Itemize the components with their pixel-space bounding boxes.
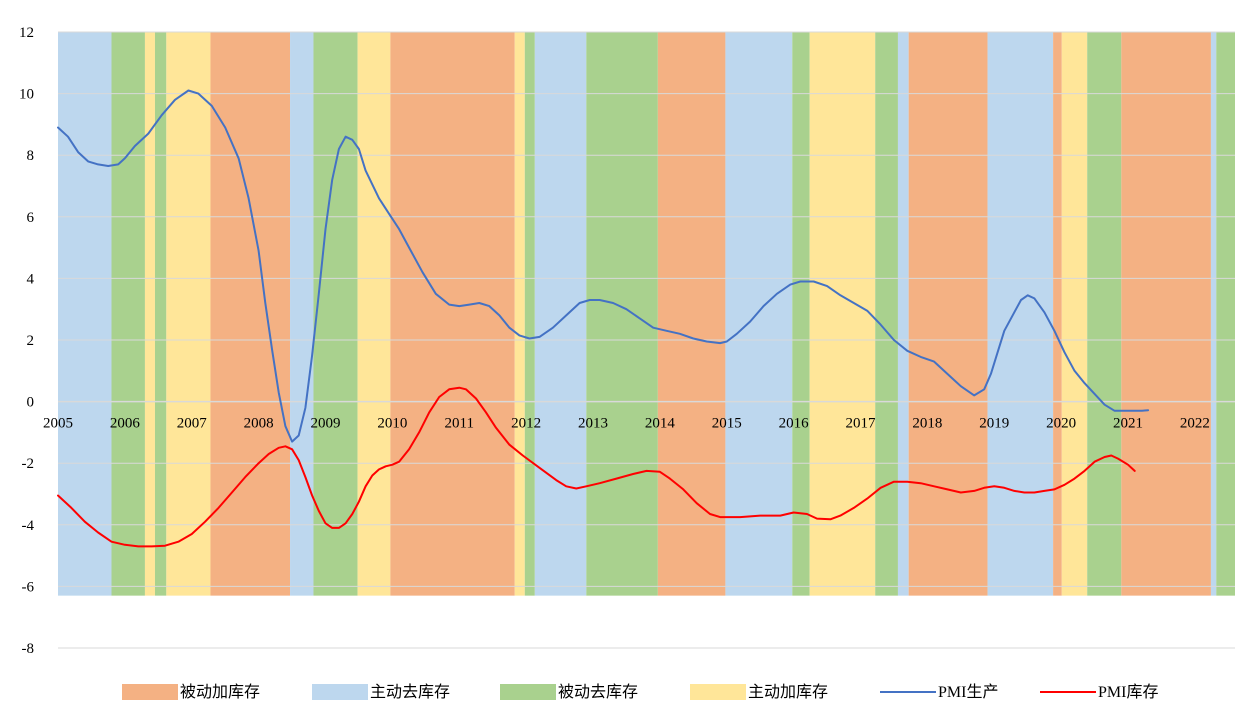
phase-band-passive-build-20 <box>908 32 988 596</box>
phase-band-passive-destock-3 <box>154 32 167 596</box>
x-tick-label-2010: 2010 <box>377 416 407 432</box>
x-tick-label-2019: 2019 <box>979 416 1009 432</box>
phase-band-passive-build-25 <box>1121 32 1211 596</box>
phase-band-passive-build-14 <box>657 32 726 596</box>
phase-band-passive-build-22 <box>1053 32 1062 596</box>
legend-active-build-label: 主动加库存 <box>748 683 828 701</box>
y-tick-label--2: -2 <box>22 456 35 472</box>
legend-active-destock-swatch <box>312 684 368 700</box>
phase-band-active-build-10 <box>514 32 525 596</box>
legend-pmi-inventory-label: PMI库存 <box>1098 683 1158 701</box>
x-tick-label-2012: 2012 <box>511 416 541 432</box>
series-lines <box>57 89 1150 548</box>
x-tick-label-2014: 2014 <box>645 416 676 432</box>
x-tick-label-2011: 2011 <box>445 416 474 432</box>
x-tick-label-2020: 2020 <box>1046 416 1076 432</box>
legend-active-build-swatch <box>690 684 746 700</box>
phase-band-passive-build-5 <box>210 32 291 596</box>
phase-band-active-build-4 <box>166 32 211 596</box>
x-tick-label-2017: 2017 <box>846 416 877 432</box>
phase-band-active-destock-6 <box>290 32 314 596</box>
phase-band-passive-destock-13 <box>586 32 658 596</box>
phase-band-active-destock-15 <box>725 32 793 596</box>
legend-pmi-production-label: PMI生产 <box>938 683 998 701</box>
x-tick-label-2016: 2016 <box>779 416 810 432</box>
x-tick-label-2008: 2008 <box>244 416 274 432</box>
phase-band-passive-destock-24 <box>1087 32 1122 596</box>
phase-band-active-destock-0 <box>58 32 112 596</box>
x-tick-label-2009: 2009 <box>311 416 341 432</box>
y-tick-label-2: 2 <box>27 333 35 349</box>
x-tick-label-2022: 2022 <box>1180 416 1210 432</box>
y-tick-label--8: -8 <box>22 641 35 657</box>
phase-band-active-build-23 <box>1061 32 1088 596</box>
y-tick-label--4: -4 <box>22 518 35 534</box>
phase-band-passive-destock-1 <box>111 32 145 596</box>
x-tick-label-2013: 2013 <box>578 416 608 432</box>
x-tick-label-2015: 2015 <box>712 416 742 432</box>
phase-band-passive-destock-16 <box>792 32 810 596</box>
inventory-phase-bands <box>58 32 1235 596</box>
legend-passive-build-label: 被动加库存 <box>180 683 260 701</box>
legend: 被动加库存 主动去库存 被动去库存 主动加库存 PMI生产 PMI库存 <box>122 683 1158 701</box>
phase-band-passive-destock-27 <box>1216 32 1235 596</box>
y-tick-label--6: -6 <box>22 579 35 595</box>
phase-band-passive-build-9 <box>390 32 515 596</box>
y-tick-label-8: 8 <box>27 148 35 164</box>
x-tick-label-2018: 2018 <box>912 416 942 432</box>
x-tick-label-2021: 2021 <box>1113 416 1143 432</box>
y-tick-label-0: 0 <box>27 395 35 411</box>
phase-band-active-build-2 <box>144 32 155 596</box>
series-line-pmi-production <box>57 89 1150 443</box>
phase-band-active-destock-19 <box>897 32 909 596</box>
legend-passive-destock-swatch <box>500 684 556 700</box>
x-tick-label-2006: 2006 <box>110 416 141 432</box>
phase-band-active-destock-21 <box>987 32 1054 596</box>
phase-band-passive-destock-7 <box>313 32 358 596</box>
y-tick-label-12: 12 <box>19 25 34 41</box>
legend-passive-build-swatch <box>122 684 178 700</box>
y-tick-label-4: 4 <box>27 271 35 287</box>
phase-band-passive-destock-18 <box>875 32 898 596</box>
x-tick-label-2007: 2007 <box>177 416 208 432</box>
y-tick-label-6: 6 <box>27 210 35 226</box>
legend-passive-destock-label: 被动去库存 <box>558 683 638 701</box>
y-gridlines <box>58 31 1235 649</box>
y-tick-label-10: 10 <box>19 87 34 103</box>
series-line-pmi-inventory <box>57 386 1136 548</box>
phase-band-passive-destock-11 <box>524 32 535 596</box>
phase-band-active-destock-26 <box>1210 32 1217 596</box>
phase-band-active-destock-12 <box>534 32 587 596</box>
x-tick-label-2005: 2005 <box>43 416 73 432</box>
y-axis-tick-labels: 12 10 8 6 4 2 0 -2 -4 -6 -8 <box>19 25 35 657</box>
legend-active-destock-label: 主动去库存 <box>370 683 450 701</box>
phase-band-active-build-8 <box>357 32 391 596</box>
x-axis-tick-labels: 2005 2006 2007 2008 2009 2010 2011 2012 2013 2014… <box>43 416 1210 432</box>
phase-band-active-build-17 <box>809 32 876 596</box>
